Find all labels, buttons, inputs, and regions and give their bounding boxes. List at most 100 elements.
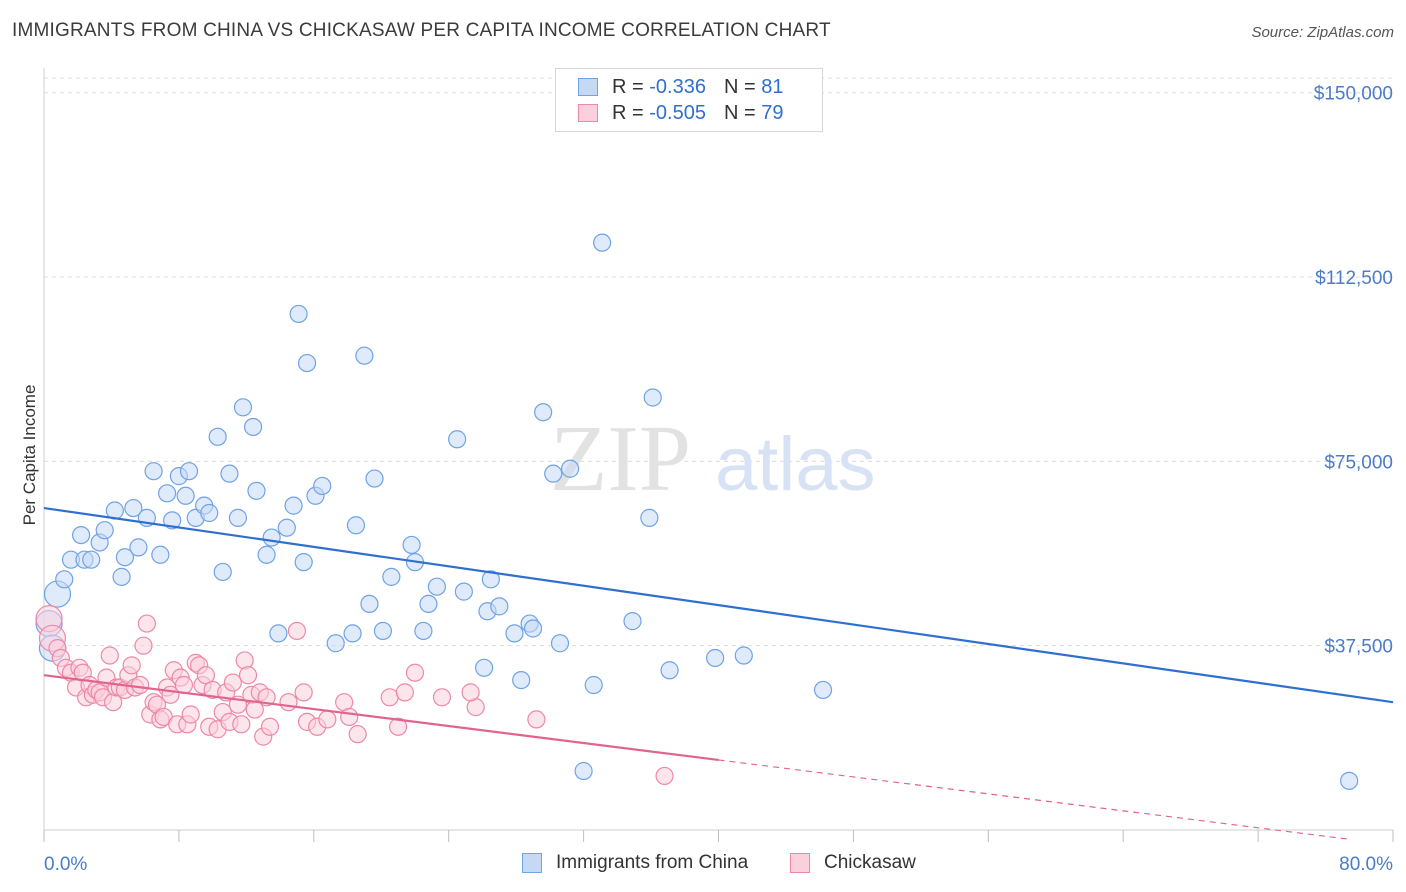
china-point [220,464,239,483]
legend-row-china: R = -0.336 N = 81 [578,75,783,99]
y-tick-label: $112,500 [1315,268,1393,289]
china-point [208,427,227,446]
x-axis-ticks: 0.0% 80.0% [44,854,1393,875]
china-point [373,621,393,641]
china-point [294,553,313,572]
china-point [297,353,317,373]
chickasaw-point [395,683,414,702]
chart-title: IMMIGRANTS FROM CHINA VS CHICKASAW PER C… [12,20,831,41]
china-point [505,624,524,643]
china-point [1340,771,1359,790]
legend-r-label: R = [612,101,644,124]
x-tick-label: 80.0% [1339,854,1393,875]
chickasaw-point [389,717,408,736]
china-point [284,496,303,515]
china-point [228,508,248,527]
series-legend: Immigrants from China Chickasaw [0,852,1406,878]
axes [43,68,1394,842]
china-point [112,567,131,586]
chickasaw-point [432,688,452,707]
chickasaw-point [238,666,258,685]
china-point [269,624,288,643]
china-point [523,619,543,638]
legend-label-china: Immigrants from China [556,852,749,873]
china-point [179,462,199,481]
china-point [706,648,725,668]
chickasaw-point [287,621,307,641]
legend-label-chickasaw: Chickasaw [824,852,916,873]
chickasaw-point [260,717,280,736]
legend-swatch-chickasaw [578,104,598,122]
china-point [289,304,308,324]
china-point [213,562,232,582]
legend-r-value-chickasaw: -0.505 [649,101,706,124]
china-point [419,594,438,614]
china-point [360,594,379,614]
china-point [365,469,384,488]
chickasaw-point [223,673,242,692]
china-point [544,464,563,483]
chickasaw-point [137,614,156,633]
legend-item-china[interactable]: Immigrants from China [522,852,748,874]
china-point [584,675,603,695]
china-point [247,481,266,500]
china-point [454,582,473,601]
china-point [313,476,332,496]
china-point [243,417,263,437]
legend-n-label: N = [723,101,756,124]
chickasaw-point [196,666,215,685]
china-point [402,535,421,555]
series-chickasaw [35,605,674,786]
china-point [534,403,553,422]
chickasaw-point [340,707,359,727]
chickasaw-point [279,693,298,712]
y-axis-label: Per Capita Income [20,385,39,526]
legend-n-label: N = [723,75,756,98]
y-tick-label: $150,000 [1314,84,1393,105]
china-point [144,462,163,481]
china-point [151,545,170,564]
grid-lines [44,77,1393,647]
chickasaw-point [100,646,119,665]
chickasaw-point [181,705,200,724]
china-point [550,634,570,653]
source-label: Source: ZipAtlas.com [1251,24,1394,41]
china-point [660,661,679,680]
legend-row-chickasaw: R = -0.505 N = 79 [578,101,783,125]
china-point [427,577,446,596]
china-point [95,521,114,540]
china-point [115,548,135,567]
china-point [326,634,345,653]
watermark: ZIP atlas [550,407,876,511]
chickasaw-point [527,710,546,729]
china-point [257,545,276,564]
chickasaw-point [461,683,480,702]
china-point [129,538,148,557]
trend-line-chickasaw-extension [718,759,1351,841]
correlation-legend: R = -0.336 N = 81 R = -0.505 N = 79 [555,68,823,132]
china-point [157,484,177,503]
china-point [475,658,494,677]
chickasaw-point [318,710,337,729]
chickasaw-point [655,766,674,786]
legend-n-value-chickasaw: 79 [761,101,784,124]
china-point [414,621,433,641]
chickasaw-point [232,715,251,734]
x-tick-label: 0.0% [44,854,87,875]
china-point [640,508,659,527]
china-point [574,761,593,781]
chickasaw-point [380,688,399,707]
china-point [262,528,281,547]
legend-n-value-china: 81 [761,75,784,98]
china-point [643,388,662,407]
chickasaw-point [134,636,153,655]
chickasaw-point [294,683,313,702]
china-point [343,624,362,643]
chickasaw-point [235,651,254,670]
china-point [623,612,642,631]
legend-item-chickasaw[interactable]: Chickasaw [790,852,916,874]
y-tick-label: $37,500 [1324,637,1393,658]
china-point [734,646,753,665]
legend-swatch-china [578,78,598,96]
